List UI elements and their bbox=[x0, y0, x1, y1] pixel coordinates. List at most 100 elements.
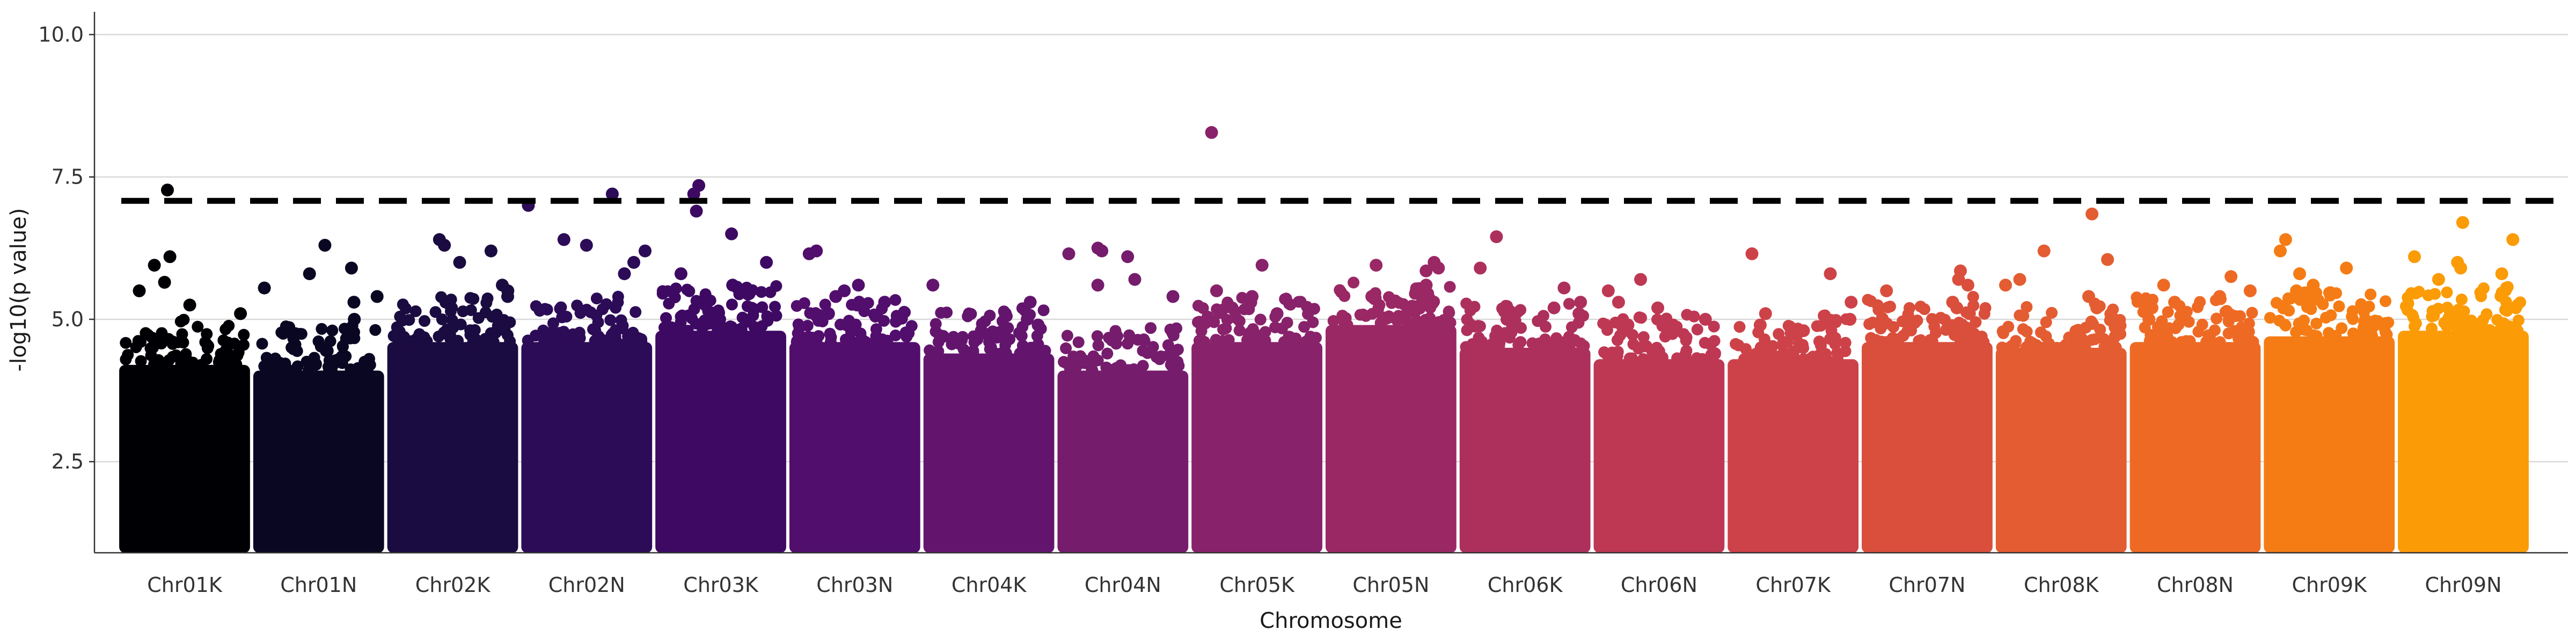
point-Chr03K bbox=[764, 286, 777, 298]
point-Chr03N bbox=[899, 326, 912, 339]
point-Chr06N bbox=[1691, 324, 1703, 335]
band-Chr05K bbox=[1191, 342, 1322, 553]
point-Chr03K bbox=[756, 320, 768, 332]
point-Chr05K bbox=[1249, 334, 1261, 346]
point-Chr09K bbox=[2357, 321, 2369, 334]
point-Chr05K bbox=[1280, 292, 1292, 305]
point-Chr06K bbox=[1563, 341, 1576, 353]
point-Chr08N bbox=[2183, 316, 2195, 328]
point-Chr01N bbox=[291, 345, 303, 357]
x-tick-label: Chr09K bbox=[2292, 573, 2367, 597]
peak-point-Chr01N bbox=[370, 290, 384, 303]
point-Chr03K bbox=[736, 311, 749, 324]
point-Chr06K bbox=[1505, 326, 1518, 339]
peak-point-Chr01N bbox=[303, 267, 316, 281]
point-Chr03K bbox=[676, 309, 689, 321]
peak-point-Chr04K bbox=[1023, 296, 1037, 309]
peak-point-Chr02N bbox=[627, 255, 640, 269]
point-Chr07N bbox=[1872, 304, 1885, 316]
point-Chr07K bbox=[1831, 353, 1843, 365]
x-tick-label: Chr03N bbox=[816, 573, 893, 597]
peak-point-Chr04N bbox=[1121, 250, 1135, 264]
point-Chr03K bbox=[660, 312, 672, 324]
peak-point-Chr06K bbox=[1501, 313, 1513, 326]
point-Chr01N bbox=[369, 324, 382, 336]
point-Chr09K bbox=[2365, 288, 2377, 301]
point-Chr02N bbox=[555, 301, 567, 313]
peak-point-Chr08N bbox=[2168, 296, 2182, 309]
point-Chr07K bbox=[1733, 321, 1746, 333]
point-Chr07K bbox=[1804, 353, 1817, 365]
point-Chr03K bbox=[682, 325, 694, 337]
point-Chr05K bbox=[1298, 321, 1311, 333]
point-Chr06K bbox=[1476, 340, 1488, 353]
point-Chr02K bbox=[398, 331, 410, 343]
point-Chr05N bbox=[1424, 312, 1436, 324]
x-tick-label: Chr06K bbox=[1488, 573, 1563, 597]
peak-point-Chr08N bbox=[2213, 290, 2226, 303]
point-Chr02N bbox=[610, 302, 622, 314]
point-Chr06K bbox=[1540, 320, 1552, 333]
point-Chr09N bbox=[2455, 294, 2468, 305]
point-Chr06K bbox=[1550, 332, 1563, 345]
peak-point-Chr09K bbox=[2279, 233, 2292, 246]
point-Chr06K bbox=[1491, 324, 1503, 336]
point-Chr08K bbox=[2040, 316, 2052, 328]
point-Chr08N bbox=[2143, 335, 2156, 347]
point-Chr05N bbox=[1443, 305, 1455, 318]
peak-point-Chr08K bbox=[2037, 244, 2051, 258]
point-Chr01K bbox=[170, 349, 182, 362]
point-Chr04N bbox=[1106, 334, 1118, 347]
y-tick-label: 2.5 bbox=[52, 450, 84, 473]
peak-point-Chr06N bbox=[1634, 273, 1647, 286]
point-Chr05K bbox=[1195, 325, 1208, 337]
peak-point-Chr07K bbox=[1753, 318, 1767, 332]
x-tick-label: Chr05K bbox=[1219, 573, 1295, 597]
point-Chr07K bbox=[1784, 327, 1797, 339]
point-Chr07K bbox=[1818, 310, 1830, 322]
point-Chr05N bbox=[1380, 313, 1393, 325]
peak-point-Chr08N bbox=[2145, 301, 2158, 314]
point-Chr03K bbox=[726, 321, 738, 333]
point-Chr07N bbox=[1978, 336, 1990, 348]
peak-point-Chr05N bbox=[1419, 264, 1433, 277]
point-Chr01N bbox=[323, 363, 335, 376]
band-Chr02N bbox=[521, 342, 653, 553]
point-Chr06K bbox=[1515, 322, 1527, 334]
point-Chr01N bbox=[324, 335, 336, 347]
point-Chr01N bbox=[349, 363, 362, 376]
peak-point-Chr01N bbox=[258, 281, 271, 295]
peak-point-Chr04K bbox=[1021, 313, 1034, 326]
point-Chr06N bbox=[1609, 317, 1621, 328]
point-Chr03N bbox=[846, 298, 858, 311]
band-Chr09K bbox=[2264, 336, 2395, 553]
point-Chr06N bbox=[1635, 312, 1647, 324]
peak-point-Chr03K bbox=[725, 227, 738, 240]
point-Chr09K bbox=[2310, 330, 2323, 342]
point-Chr01K bbox=[215, 355, 227, 368]
point-Chr09K bbox=[2320, 311, 2332, 324]
point-Chr07K bbox=[1788, 345, 1800, 357]
point-Chr09N bbox=[2494, 324, 2506, 336]
band-Chr03K bbox=[655, 331, 786, 553]
point-Chr07N bbox=[1964, 335, 1977, 348]
point-Chr09N bbox=[2432, 303, 2445, 314]
point-Chr09K bbox=[2369, 317, 2381, 330]
peak-point-Chr01N bbox=[318, 239, 332, 252]
peak-point-Chr04K bbox=[999, 307, 1012, 320]
point-Chr01K bbox=[192, 320, 204, 333]
point-Chr01K bbox=[201, 338, 213, 350]
point-Chr04N bbox=[1086, 364, 1099, 377]
point-Chr01K bbox=[232, 346, 245, 358]
point-Chr07N bbox=[1967, 291, 1979, 303]
point-Chr05K bbox=[1284, 331, 1296, 343]
point-Chr03K bbox=[681, 283, 693, 296]
peak-point-Chr04K bbox=[936, 330, 950, 343]
y-tick-label: 7.5 bbox=[52, 165, 84, 189]
point-Chr09N bbox=[2511, 299, 2523, 312]
peak-point-Chr03N bbox=[829, 290, 843, 303]
peak-point-Chr06N bbox=[1651, 301, 1664, 314]
point-Chr08N bbox=[2243, 317, 2255, 330]
point-Chr01N bbox=[283, 364, 295, 377]
